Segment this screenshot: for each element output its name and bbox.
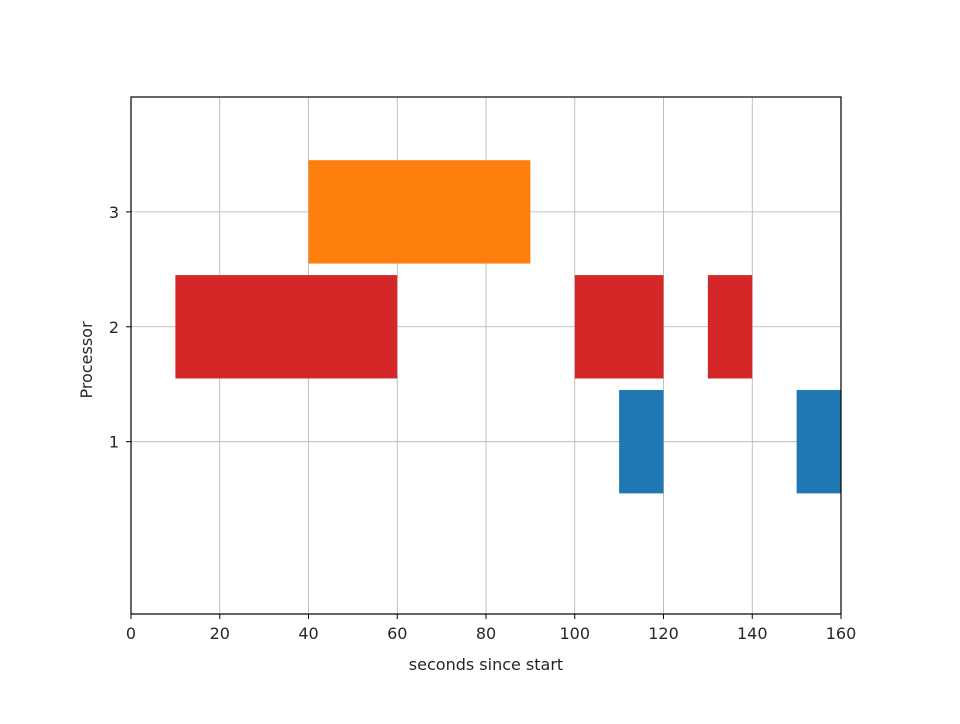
x-tick-label: 60 [387, 624, 407, 643]
x-tick-label: 100 [559, 624, 590, 643]
ticks-layer: 0 20 40 60 80 100 120 140 160 1 2 3 [109, 203, 856, 643]
x-tick-label: 40 [298, 624, 318, 643]
y-axis-label: Processor [77, 321, 96, 398]
x-tick-label: 20 [210, 624, 230, 643]
y-tick-label: 1 [109, 433, 119, 452]
task-bar-processor-1 [796, 389, 841, 494]
x-tick-label: 140 [737, 624, 768, 643]
y-tick-label: 2 [109, 318, 119, 337]
task-bar-processor-2 [574, 275, 664, 379]
x-tick-label: 0 [126, 624, 136, 643]
task-bar-processor-2 [175, 275, 398, 379]
bars-layer [175, 160, 841, 494]
x-tick-label: 80 [476, 624, 496, 643]
x-tick-label: 160 [826, 624, 857, 643]
y-tick-label: 3 [109, 203, 119, 222]
task-bar-processor-3 [308, 160, 531, 264]
x-tick-label: 120 [648, 624, 679, 643]
task-bar-processor-1 [619, 389, 664, 494]
x-axis-label: seconds since start [409, 655, 563, 674]
task-bar-processor-2 [707, 275, 753, 379]
